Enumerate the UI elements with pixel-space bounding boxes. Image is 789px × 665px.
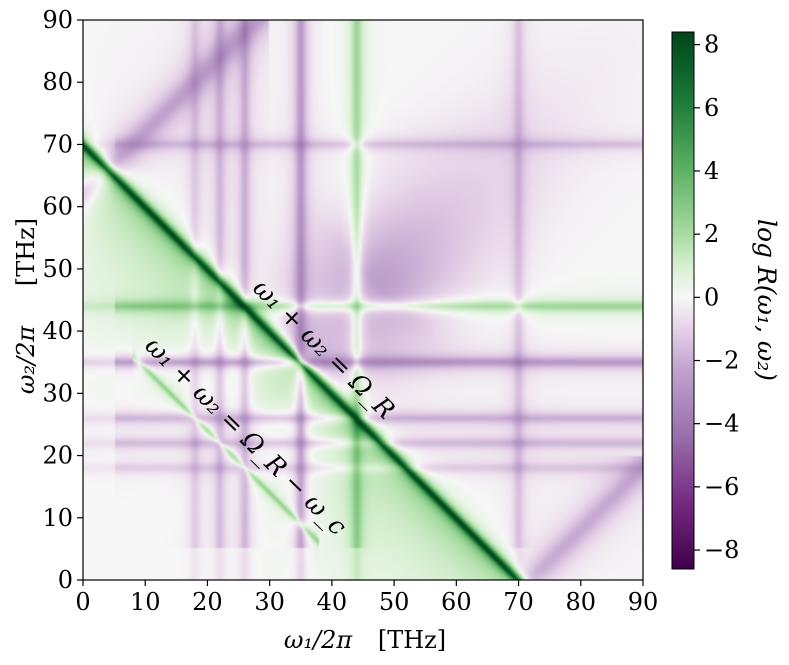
colorbar: −8 −6 −4 −2 0 2 4 6 8 log R(ω₁, ω₂) <box>671 31 781 570</box>
y-tick-label: 70 <box>42 130 73 158</box>
y-tick-label: 40 <box>42 317 73 345</box>
y-tick-label: 90 <box>42 6 73 34</box>
colorbar-gradient <box>671 31 695 570</box>
colorbar-tick-label: −4 <box>704 410 739 438</box>
y-axis: 0 10 20 30 40 50 60 70 80 90 <box>42 6 83 594</box>
colorbar-ticks: −8 −6 −4 −2 0 2 4 6 8 <box>694 31 739 564</box>
colorbar-tick-label: 2 <box>704 220 719 248</box>
colorbar-tick-label: 8 <box>704 31 719 59</box>
y-axis-label-text: ω₂/2π <box>12 325 40 395</box>
x-tick-label: 10 <box>130 588 161 616</box>
x-tick-label: 80 <box>566 588 597 616</box>
x-tick-label: 20 <box>192 588 223 616</box>
colorbar-tick-label: −8 <box>704 536 739 564</box>
colorbar-tick-label: 4 <box>704 157 719 185</box>
y-tick-label: 10 <box>42 504 73 532</box>
x-tick-label: 70 <box>503 588 534 616</box>
x-tick-label: 90 <box>628 588 659 616</box>
colorbar-tick-label: −6 <box>704 473 739 501</box>
x-tick-label: 60 <box>441 588 472 616</box>
y-tick-label: 50 <box>42 255 73 283</box>
plot-frame <box>82 19 644 581</box>
x-axis: 0 10 20 30 40 50 60 70 80 90 <box>75 580 658 616</box>
x-tick-label: 30 <box>254 588 285 616</box>
x-tick-label: 0 <box>75 588 90 616</box>
x-axis-label: ω₁/2π [THz] <box>284 626 446 654</box>
y-tick-label: 0 <box>58 566 73 594</box>
x-axis-label-text: ω₁/2π <box>284 626 354 654</box>
y-tick-label: 80 <box>42 68 73 96</box>
x-tick-label: 40 <box>317 588 348 616</box>
y-axis-label: ω₂/2π [THz] <box>12 218 40 394</box>
x-axis-unit: [THz] <box>378 626 446 654</box>
heatmap <box>83 20 643 580</box>
colorbar-tick-label: 0 <box>704 283 719 311</box>
y-axis-unit: [THz] <box>12 218 40 286</box>
y-tick-label: 30 <box>42 379 73 407</box>
y-tick-label: 20 <box>42 442 73 470</box>
colorbar-tick-label: −2 <box>704 347 739 375</box>
colorbar-tick-label: 6 <box>704 94 719 122</box>
colorbar-label: log R(ω₁, ω₂) <box>752 219 781 381</box>
y-tick-label: 60 <box>42 193 73 221</box>
heatmap-image <box>83 20 643 580</box>
x-tick-label: 50 <box>379 588 410 616</box>
